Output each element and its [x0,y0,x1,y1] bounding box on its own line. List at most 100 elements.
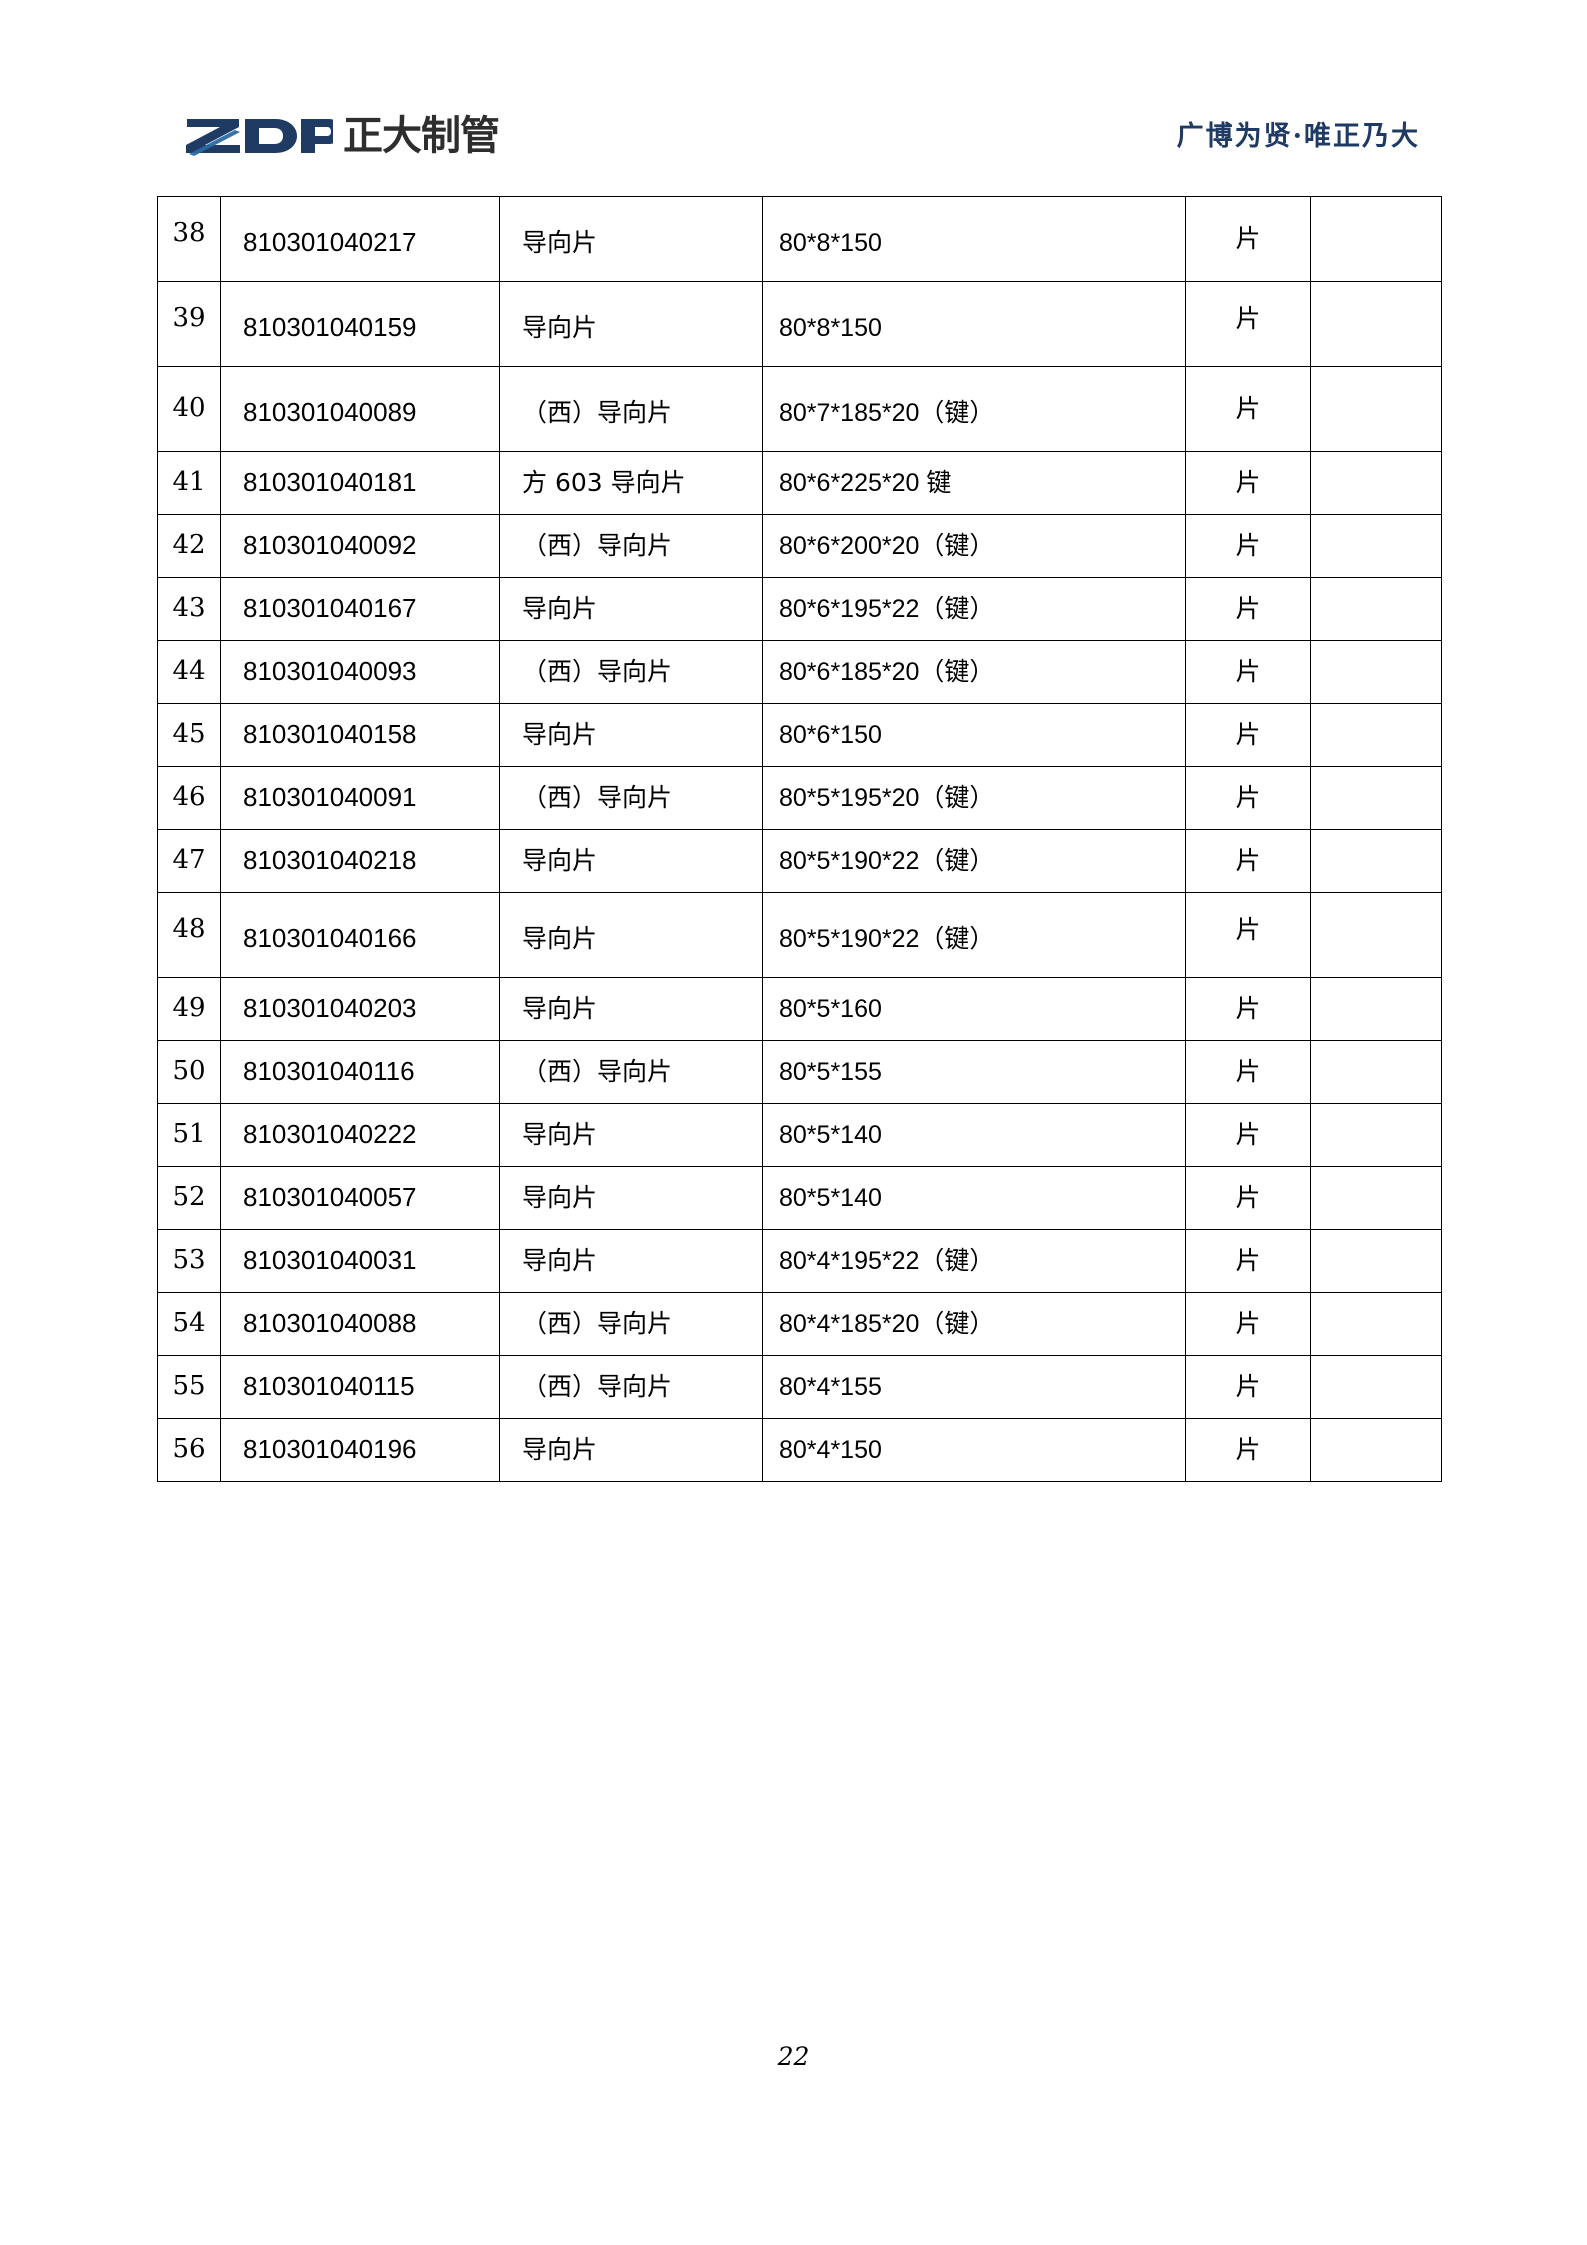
cell-extra [1310,892,1442,978]
cell-name: 导向片 [499,577,763,641]
cell-name: 导向片 [499,1418,763,1482]
table-row: 39 810301040159 导向片 80*8*150 片 [157,281,1442,367]
cell-extra [1310,766,1442,830]
cell-index: 55 [157,1355,221,1419]
cell-code: 810301040091 [220,766,500,830]
cell-name: 导向片 [499,1229,763,1293]
cell-extra [1310,640,1442,704]
cell-unit: 片 [1185,1292,1311,1356]
cell-spec: 80*4*155 [762,1355,1186,1419]
cell-extra [1310,1166,1442,1230]
cell-spec: 80*6*150 [762,703,1186,767]
cell-extra [1310,1418,1442,1482]
cell-unit: 片 [1185,514,1311,578]
cell-index: 46 [157,766,221,830]
cell-index: 52 [157,1166,221,1230]
logo-chinese-text: 正大制管 [343,113,500,159]
cell-name: （西）导向片 [499,766,763,830]
cell-name: 方 603 导向片 [499,451,763,515]
cell-code: 810301040196 [220,1418,500,1482]
table-row: 53 810301040031 导向片 80*4*195*22（键） 片 [157,1229,1442,1293]
cell-index: 47 [157,829,221,893]
cell-index: 56 [157,1418,221,1482]
parts-table-container: 38 810301040217 导向片 80*8*150 片 39 810301… [157,196,1442,1482]
parts-table-body: 38 810301040217 导向片 80*8*150 片 39 810301… [157,196,1442,1482]
cell-spec: 80*8*150 [762,281,1186,367]
cell-spec: 80*5*160 [762,977,1186,1041]
cell-spec: 80*5*140 [762,1103,1186,1167]
table-row: 43 810301040167 导向片 80*6*195*22（键） 片 [157,577,1442,641]
cell-unit: 片 [1185,281,1311,367]
cell-spec: 80*8*150 [762,196,1186,282]
cell-index: 54 [157,1292,221,1356]
cell-extra [1310,1355,1442,1419]
cell-code: 810301040217 [220,196,500,282]
cell-index: 39 [157,281,221,367]
cell-extra [1310,1292,1442,1356]
cell-unit: 片 [1185,766,1311,830]
cell-extra [1310,451,1442,515]
cell-extra [1310,829,1442,893]
table-row: 40 810301040089 （西）导向片 80*7*185*20（键） 片 [157,366,1442,452]
cell-spec: 80*6*185*20（键） [762,640,1186,704]
table-row: 54 810301040088 （西）导向片 80*4*185*20（键） 片 [157,1292,1442,1356]
zdp-logo-icon [186,119,333,156]
table-row: 48 810301040166 导向片 80*5*190*22（键） 片 [157,892,1442,978]
cell-extra [1310,366,1442,452]
cell-code: 810301040159 [220,281,500,367]
table-row: 52 810301040057 导向片 80*5*140 片 [157,1166,1442,1230]
cell-name: （西）导向片 [499,1040,763,1104]
cell-spec: 80*4*195*22（键） [762,1229,1186,1293]
cell-unit: 片 [1185,577,1311,641]
cell-name: 导向片 [499,196,763,282]
table-row: 56 810301040196 导向片 80*4*150 片 [157,1418,1442,1482]
cell-index: 43 [157,577,221,641]
table-row: 42 810301040092 （西）导向片 80*6*200*20（键） 片 [157,514,1442,578]
cell-unit: 片 [1185,892,1311,978]
cell-name: （西）导向片 [499,1292,763,1356]
cell-name: （西）导向片 [499,366,763,452]
cell-spec: 80*6*225*20 键 [762,451,1186,515]
table-row: 46 810301040091 （西）导向片 80*5*195*20（键） 片 [157,766,1442,830]
cell-extra [1310,196,1442,282]
cell-extra [1310,703,1442,767]
cell-extra [1310,577,1442,641]
cell-code: 810301040089 [220,366,500,452]
cell-extra [1310,1229,1442,1293]
page-header: 正大制管 广博为贤·唯正乃大 [0,108,1587,170]
cell-extra [1310,514,1442,578]
cell-unit: 片 [1185,1103,1311,1167]
cell-code: 810301040031 [220,1229,500,1293]
cell-index: 48 [157,892,221,978]
cell-unit: 片 [1185,640,1311,704]
cell-spec: 80*6*200*20（键） [762,514,1186,578]
cell-name: 导向片 [499,892,763,978]
cell-unit: 片 [1185,829,1311,893]
cell-code: 810301040167 [220,577,500,641]
cell-code: 810301040222 [220,1103,500,1167]
page-number: 22 [777,2042,810,2071]
cell-index: 41 [157,451,221,515]
cell-spec: 80*5*190*22（键） [762,829,1186,893]
cell-extra [1310,977,1442,1041]
cell-index: 42 [157,514,221,578]
cell-spec: 80*4*150 [762,1418,1186,1482]
cell-unit: 片 [1185,1166,1311,1230]
cell-code: 810301040203 [220,977,500,1041]
cell-spec: 80*7*185*20（键） [762,366,1186,452]
cell-code: 810301040158 [220,703,500,767]
cell-unit: 片 [1185,451,1311,515]
cell-name: （西）导向片 [499,514,763,578]
cell-spec: 80*5*155 [762,1040,1186,1104]
cell-extra [1310,281,1442,367]
cell-spec: 80*4*185*20（键） [762,1292,1186,1356]
cell-name: 导向片 [499,829,763,893]
cell-name: （西）导向片 [499,1355,763,1419]
table-row: 41 810301040181 方 603 导向片 80*6*225*20 键 … [157,451,1442,515]
table-row: 55 810301040115 （西）导向片 80*4*155 片 [157,1355,1442,1419]
cell-code: 810301040057 [220,1166,500,1230]
cell-extra [1310,1103,1442,1167]
table-row: 44 810301040093 （西）导向片 80*6*185*20（键） 片 [157,640,1442,704]
cell-unit: 片 [1185,366,1311,452]
